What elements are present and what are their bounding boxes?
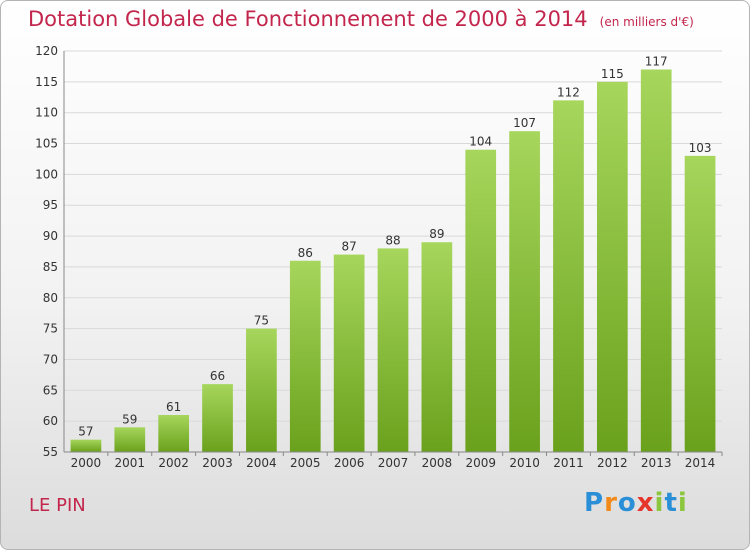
x-tick-label: 2002: [158, 456, 189, 470]
y-tick-label: 110: [35, 106, 58, 120]
y-tick-label: 80: [43, 291, 58, 305]
logo-letter: o: [617, 488, 637, 518]
data-label: 86: [298, 246, 313, 260]
x-tick-label: 2007: [378, 456, 409, 470]
data-label: 59: [122, 412, 137, 426]
y-tick-label: 85: [43, 260, 58, 274]
x-tick-label: 2006: [334, 456, 365, 470]
x-tick-label: 2010: [509, 456, 540, 470]
data-label: 61: [166, 400, 181, 414]
data-label: 103: [689, 141, 712, 155]
commune-name: LE PIN: [29, 495, 86, 516]
y-tick-label: 60: [43, 414, 58, 428]
data-label: 112: [557, 85, 580, 99]
x-tick-label: 2001: [115, 456, 146, 470]
chart-title-text: Dotation Globale de Fonctionnement de 20…: [28, 7, 588, 31]
logo-letter: i: [677, 488, 688, 518]
y-tick-label: 70: [43, 352, 58, 366]
bar: [377, 248, 409, 452]
bar: [684, 155, 716, 452]
x-tick-label: 2014: [685, 456, 716, 470]
y-tick-label: 65: [43, 383, 58, 397]
chart-unit: (en milliers d'€): [599, 15, 694, 29]
x-tick-label: 2009: [465, 456, 496, 470]
bar: [289, 260, 321, 452]
proxiti-logo: Proxiti: [584, 488, 688, 518]
data-label: 104: [469, 135, 492, 149]
x-tick-label: 2000: [71, 456, 102, 470]
bar: [114, 427, 146, 452]
x-tick-label: 2003: [202, 456, 233, 470]
bar: [202, 384, 233, 452]
y-tick-label: 115: [35, 75, 58, 89]
x-tick-label: 2004: [246, 456, 277, 470]
logo-letter: P: [584, 488, 605, 518]
bar: [465, 149, 497, 452]
logo-letter: t: [664, 488, 678, 518]
data-label: 88: [385, 233, 400, 247]
bar: [640, 69, 672, 452]
logo-letter: i: [654, 488, 665, 518]
y-tick-label: 95: [43, 198, 58, 212]
x-tick-label: 2013: [641, 456, 672, 470]
y-tick-label: 55: [43, 445, 58, 459]
data-label: 57: [78, 425, 93, 439]
data-label: 75: [254, 314, 269, 328]
y-tick-label: 120: [35, 44, 58, 58]
y-tick-label: 90: [43, 229, 58, 243]
bar: [70, 439, 102, 452]
y-tick-label: 105: [35, 137, 58, 151]
data-label: 107: [513, 116, 536, 130]
bar: [421, 242, 453, 452]
x-tick-label: 2012: [597, 456, 628, 470]
data-label: 87: [341, 240, 356, 254]
bar: [596, 81, 628, 452]
bar: [158, 414, 190, 452]
x-tick-label: 2005: [290, 456, 321, 470]
data-label: 66: [210, 369, 225, 383]
chart-title: Dotation Globale de Fonctionnement de 20…: [28, 7, 694, 31]
x-tick-label: 2011: [553, 456, 584, 470]
x-tick-label: 2008: [422, 456, 453, 470]
logo-letter: x: [636, 488, 655, 518]
data-label: 117: [645, 55, 668, 69]
y-tick-label: 100: [35, 167, 58, 181]
data-label: 115: [601, 67, 624, 81]
bar: [553, 100, 584, 452]
logo-letter: r: [604, 488, 618, 518]
data-label: 89: [429, 227, 444, 241]
y-tick-label: 75: [43, 322, 58, 336]
bar: [246, 328, 277, 452]
bar: [333, 254, 365, 452]
bar: [509, 131, 540, 452]
